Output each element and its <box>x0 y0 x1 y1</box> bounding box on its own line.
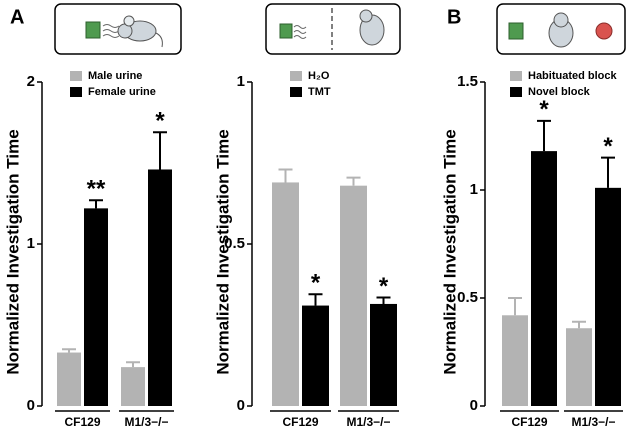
y-tick-label: 0 <box>470 397 478 414</box>
error-bar <box>89 199 103 209</box>
legend-swatch <box>290 87 302 97</box>
legend-swatch <box>70 71 82 81</box>
legend-label: Male urine <box>88 70 142 82</box>
bar <box>57 352 81 406</box>
icon-urine <box>54 3 182 55</box>
significance: ** <box>87 176 106 203</box>
error-bar <box>278 168 293 183</box>
error-bar <box>572 320 586 329</box>
error-bar <box>62 348 76 353</box>
error-bar <box>153 131 167 170</box>
bar <box>302 305 329 406</box>
significance: * <box>155 108 165 135</box>
x-tick-label: CF129 <box>282 415 318 429</box>
bar <box>566 328 592 406</box>
significance: * <box>539 96 549 123</box>
bar <box>340 185 367 406</box>
legend-label: Novel block <box>528 86 591 98</box>
bar <box>502 315 528 406</box>
y-tick-label: 0.5 <box>457 289 478 306</box>
y-tick-label: 0 <box>27 397 35 414</box>
x-tick-label: M1/3−/− <box>346 415 390 429</box>
legend-swatch <box>290 71 302 81</box>
error-bar <box>346 176 361 186</box>
icon-tmt <box>265 3 401 55</box>
bar <box>272 182 299 406</box>
legend-label: H₂O <box>308 70 330 82</box>
y-axis-label: Normalized Investigation Time <box>3 129 22 374</box>
y-tick-label: 1 <box>237 73 245 90</box>
bar <box>370 303 397 406</box>
error-bar <box>376 296 391 304</box>
error-bar <box>537 119 551 152</box>
x-tick-label: CF129 <box>64 415 100 429</box>
y-tick-label: 1 <box>27 235 35 252</box>
panel-label: B <box>447 6 461 28</box>
bar <box>121 367 145 406</box>
panel-label: A <box>10 6 24 28</box>
bar <box>84 208 108 406</box>
legend-swatch <box>510 87 522 97</box>
y-axis-label: Normalized Investigation Time <box>213 129 232 374</box>
error-bar <box>126 361 140 368</box>
error-bar <box>601 156 615 188</box>
legend-label: Habituated block <box>528 70 618 82</box>
y-tick-label: 1 <box>470 181 478 198</box>
y-tick-label: 0.5 <box>224 235 245 252</box>
significance: * <box>379 273 389 300</box>
legend-swatch <box>510 71 522 81</box>
legend-swatch <box>70 87 82 97</box>
legend-label: TMT <box>308 86 331 98</box>
y-tick-label: 1.5 <box>457 73 478 90</box>
x-tick-label: M1/3−/− <box>571 415 615 429</box>
y-tick-label: 0 <box>237 397 245 414</box>
y-axis-label: Normalized Investigation Time <box>440 129 459 374</box>
error-bar <box>508 297 522 316</box>
error-bar <box>308 293 323 306</box>
x-tick-label: CF129 <box>511 415 547 429</box>
significance: * <box>311 270 321 297</box>
y-tick-label: 2 <box>27 73 35 90</box>
bar <box>531 151 557 406</box>
bar <box>148 169 172 406</box>
x-tick-label: M1/3−/− <box>124 415 168 429</box>
icon-novel-block <box>496 3 626 55</box>
significance: * <box>603 133 613 160</box>
bar <box>595 187 621 406</box>
legend-label: Female urine <box>88 86 156 98</box>
